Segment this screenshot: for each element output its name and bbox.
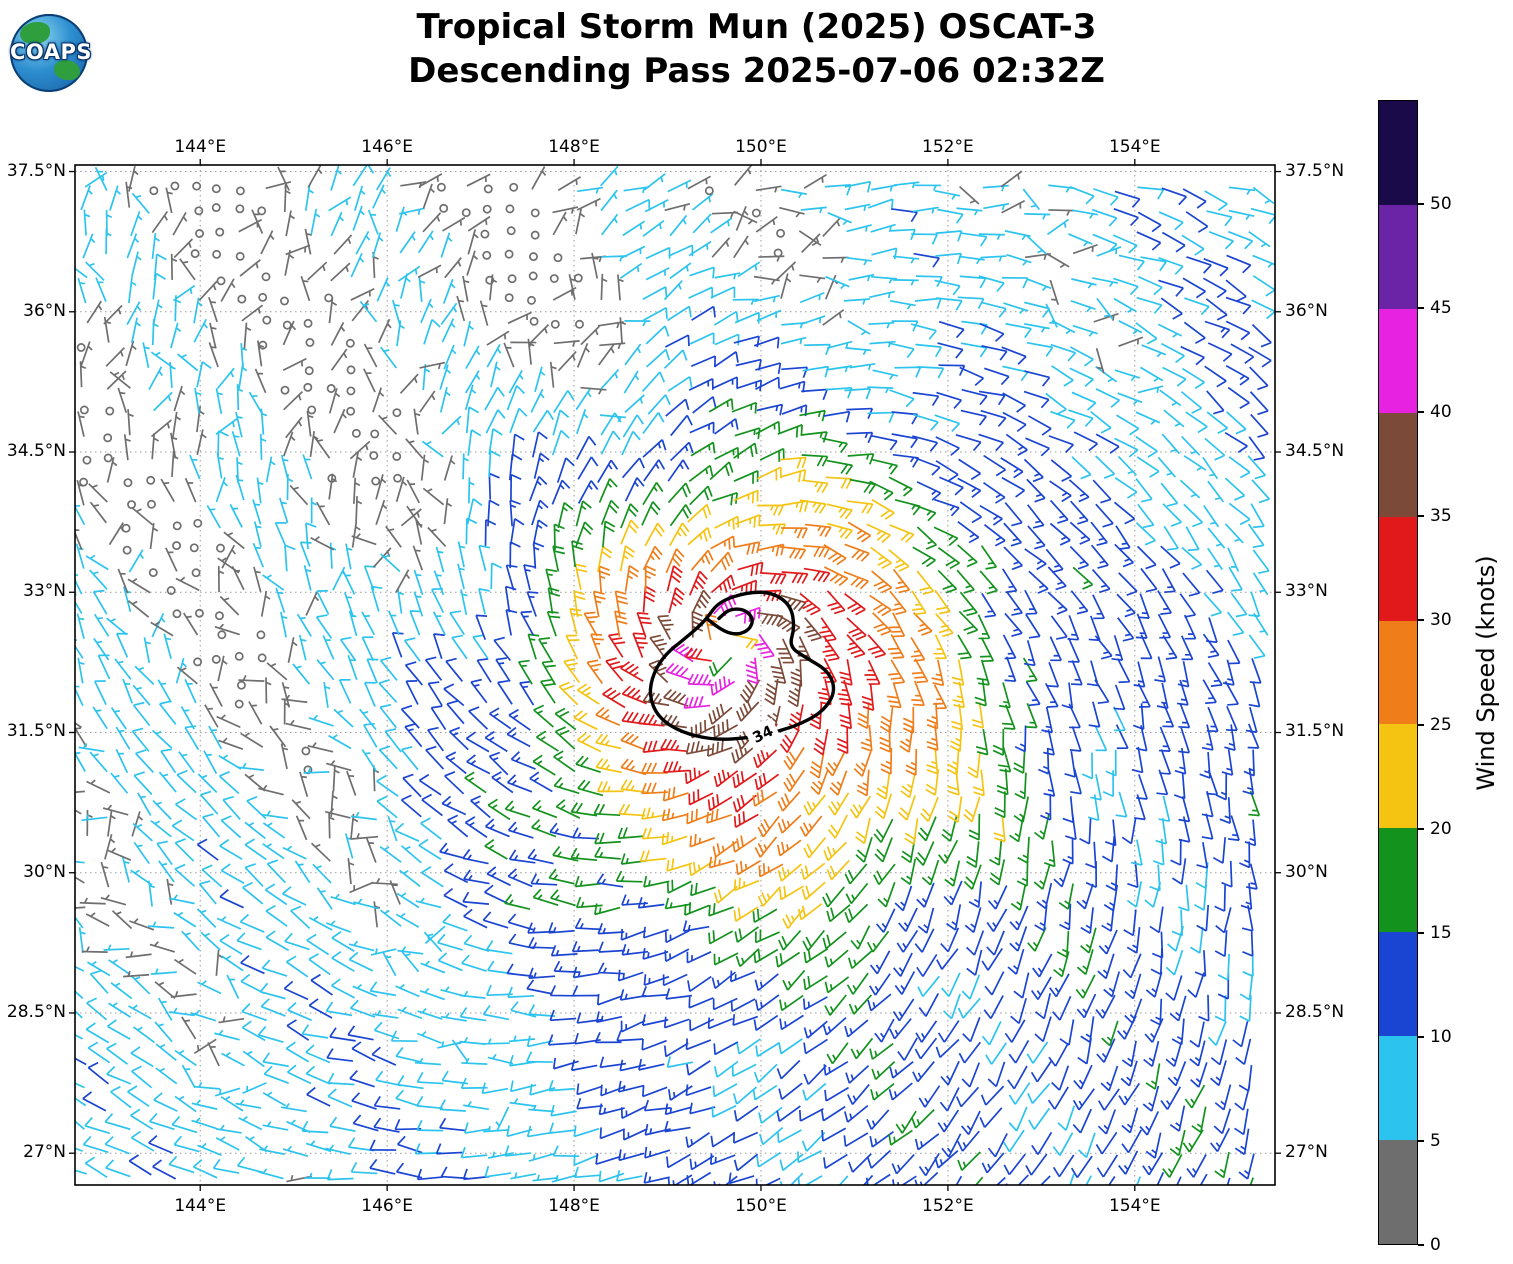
colorbar-segment (1379, 101, 1417, 205)
colorbar-tick-label: 0 (1430, 1235, 1441, 1255)
colorbar-tick-label: 45 (1430, 298, 1452, 319)
colorbar-tickmark (1418, 203, 1424, 206)
x-tick-label-top: 150°E (735, 137, 787, 157)
y-tick-label-right: 33°N (1285, 581, 1328, 602)
colorbar-tickmark (1418, 619, 1424, 622)
colorbar-segment (1379, 828, 1417, 933)
x-tick-label-bottom: 154°E (1108, 1196, 1161, 1216)
colorbar-segment (1379, 724, 1417, 829)
colorbar-tick-label: 25 (1430, 714, 1452, 735)
colorbar-segment (1379, 1140, 1417, 1244)
colorbar-tick-label: 5 (1430, 1130, 1441, 1151)
colorbar-tick-label: 15 (1430, 922, 1452, 943)
colorbar-tick-label: 35 (1430, 506, 1452, 527)
colorbar-segment (1379, 308, 1417, 413)
colorbar-segment (1379, 932, 1417, 1037)
y-tick-label-left: 30°N (23, 861, 66, 882)
colorbar-segment (1379, 204, 1417, 309)
x-tick-label-bottom: 152°E (922, 1196, 974, 1216)
x-tick-label-bottom: 150°E (735, 1196, 787, 1216)
y-tick-label-right: 34.5°N (1285, 441, 1345, 462)
x-tick-label-bottom: 148°E (548, 1196, 600, 1216)
x-tick-label-top: 146°E (361, 137, 413, 157)
y-tick-label-left: 27°N (23, 1142, 66, 1163)
x-tick-label-top: 148°E (548, 137, 600, 157)
colorbar-segment (1379, 412, 1417, 517)
y-tick-label-right: 37.5°N (1285, 160, 1345, 181)
colorbar-tickmark (1418, 723, 1424, 726)
colorbar-tick-label: 10 (1430, 1026, 1452, 1047)
y-tick-label-left: 36°N (23, 300, 66, 321)
x-tick-label-bottom: 144°E (174, 1196, 227, 1216)
colorbar-tickmark (1418, 827, 1424, 830)
y-tick-label-right: 31.5°N (1285, 721, 1345, 742)
colorbar-tick-label: 20 (1430, 818, 1452, 839)
colorbar-tick-label: 30 (1430, 610, 1452, 631)
colorbar-tickmark (1418, 515, 1424, 518)
x-tick-label-top: 144°E (174, 137, 227, 157)
colorbar (1378, 100, 1418, 1245)
y-tick-label-left: 33°N (23, 581, 66, 602)
colorbar-tick-label: 40 (1430, 402, 1452, 423)
colorbar-tickmark (1418, 1035, 1424, 1038)
colorbar-segment (1379, 1036, 1417, 1141)
y-tick-label-right: 36°N (1285, 300, 1328, 321)
colorbar-segment (1379, 620, 1417, 725)
x-tick-label-bottom: 146°E (361, 1196, 413, 1216)
colorbar-axis-label: Wind Speed (knots) (1472, 554, 1500, 791)
colorbar-tick-label: 50 (1430, 194, 1452, 215)
x-tick-label-top: 154°E (1108, 137, 1161, 157)
colorbar-tickmark (1418, 1244, 1424, 1246)
x-tick-label-top: 152°E (922, 137, 974, 157)
y-tick-label-left: 28.5°N (6, 1001, 66, 1022)
colorbar-tickmark (1418, 931, 1424, 934)
colorbar-tickmark (1418, 1139, 1424, 1142)
colorbar-tickmark (1418, 411, 1424, 414)
y-tick-label-right: 30°N (1285, 861, 1328, 882)
y-tick-label-right: 27°N (1285, 1142, 1328, 1163)
colorbar-tickmark (1418, 307, 1424, 310)
y-tick-label-left: 34.5°N (6, 441, 66, 462)
y-tick-label-left: 37.5°N (6, 160, 66, 181)
colorbar-segment (1379, 516, 1417, 621)
y-tick-label-right: 28.5°N (1285, 1001, 1345, 1022)
y-tick-label-left: 31.5°N (6, 721, 66, 742)
